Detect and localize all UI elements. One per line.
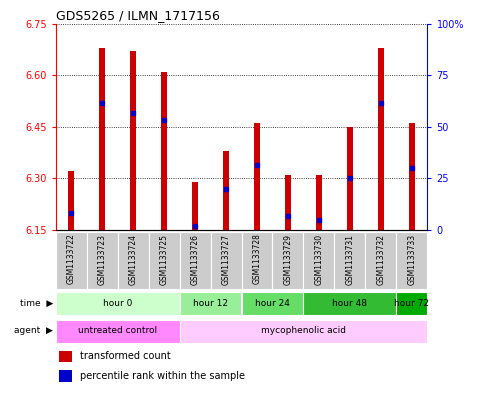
Bar [242, 232, 272, 289]
Text: GSM1133729: GSM1133729 [284, 233, 293, 285]
Bar [409, 123, 415, 230]
Text: transformed count: transformed count [80, 351, 170, 362]
Bar [254, 123, 260, 230]
Text: agent  ▶: agent ▶ [14, 326, 53, 335]
Text: percentile rank within the sample: percentile rank within the sample [80, 371, 245, 381]
Bar [117, 232, 149, 289]
Text: hour 48: hour 48 [332, 299, 368, 308]
Text: time  ▶: time ▶ [20, 299, 53, 308]
Text: hour 0: hour 0 [103, 299, 132, 308]
Text: GSM1133733: GSM1133733 [408, 233, 416, 285]
Bar [56, 232, 86, 289]
Text: GSM1133724: GSM1133724 [128, 233, 138, 285]
Bar [316, 175, 322, 230]
Bar [130, 51, 136, 230]
Text: GSM1133727: GSM1133727 [222, 233, 230, 285]
Bar [303, 292, 397, 315]
Bar [180, 232, 211, 289]
Bar [149, 232, 180, 289]
Text: GSM1133732: GSM1133732 [376, 233, 385, 285]
Bar [242, 292, 303, 315]
Text: GSM1133731: GSM1133731 [345, 233, 355, 285]
Bar [192, 182, 198, 230]
Text: GSM1133725: GSM1133725 [159, 233, 169, 285]
Bar [378, 48, 384, 230]
Bar [272, 232, 303, 289]
Bar [68, 171, 74, 230]
Bar [180, 320, 427, 343]
Bar [56, 320, 180, 343]
Text: untreated control: untreated control [78, 326, 157, 335]
Bar [211, 232, 242, 289]
Bar [285, 175, 291, 230]
Bar [366, 232, 397, 289]
Bar [59, 370, 72, 382]
Text: GSM1133728: GSM1133728 [253, 233, 261, 285]
Text: GSM1133723: GSM1133723 [98, 233, 107, 285]
Text: GSM1133722: GSM1133722 [67, 233, 75, 285]
Text: GDS5265 / ILMN_1717156: GDS5265 / ILMN_1717156 [56, 9, 219, 22]
Text: hour 12: hour 12 [193, 299, 228, 308]
Text: mycophenolic acid: mycophenolic acid [261, 326, 346, 335]
Bar [180, 292, 242, 315]
Bar [56, 292, 180, 315]
Bar [303, 232, 334, 289]
Bar [161, 72, 167, 230]
Bar [99, 48, 105, 230]
Text: hour 72: hour 72 [395, 299, 429, 308]
Bar [397, 232, 427, 289]
Text: hour 24: hour 24 [255, 299, 290, 308]
Bar [347, 127, 353, 230]
Bar [223, 151, 229, 230]
Bar [86, 232, 117, 289]
Bar [397, 292, 427, 315]
Bar [334, 232, 366, 289]
Text: GSM1133726: GSM1133726 [190, 233, 199, 285]
Text: GSM1133730: GSM1133730 [314, 233, 324, 285]
Bar [59, 351, 72, 362]
